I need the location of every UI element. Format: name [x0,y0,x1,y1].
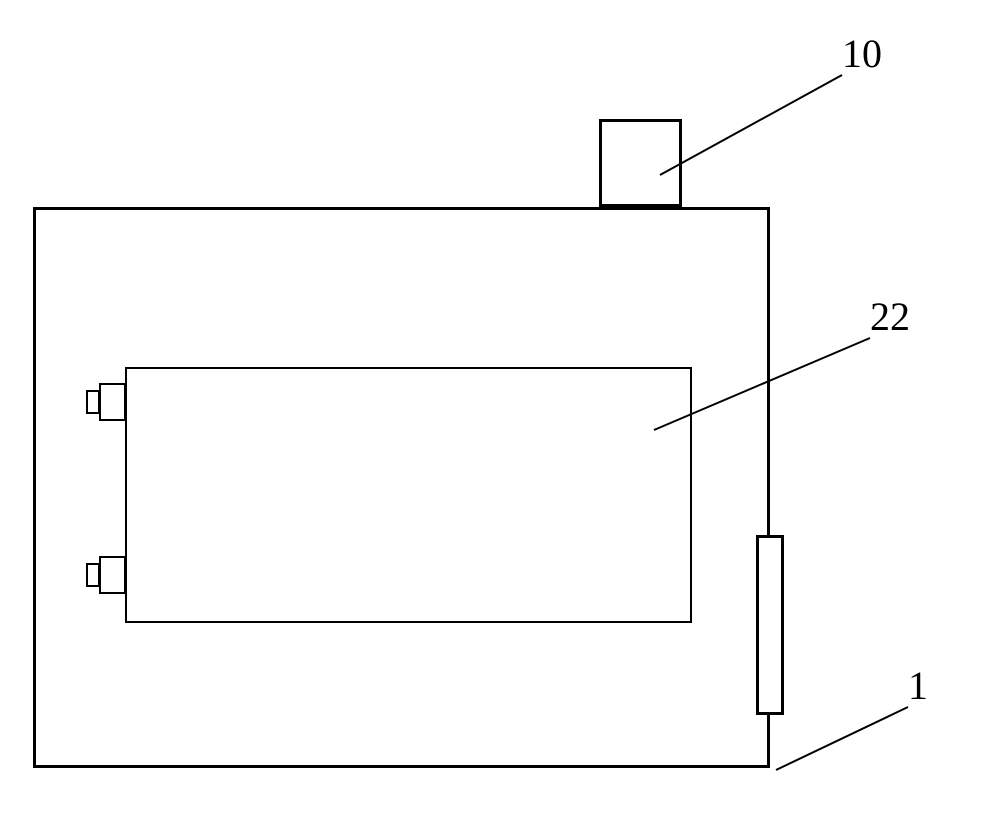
part-inner-panel [125,367,692,623]
reference-label-1: 1 [908,662,928,709]
part-hinge-top-barrel [86,390,100,414]
reference-label-10: 10 [842,30,882,77]
reference-label-22: 22 [870,293,910,340]
part-hinge-bottom-plate [99,556,126,594]
leader-10 [660,75,842,175]
leader-1 [776,707,908,770]
part-hinge-top-plate [99,383,126,421]
diagram-stage: 10 22 1 [0,0,1000,825]
part-right-handle [756,535,784,715]
part-top-block [599,119,682,207]
part-hinge-bottom-barrel [86,563,100,587]
